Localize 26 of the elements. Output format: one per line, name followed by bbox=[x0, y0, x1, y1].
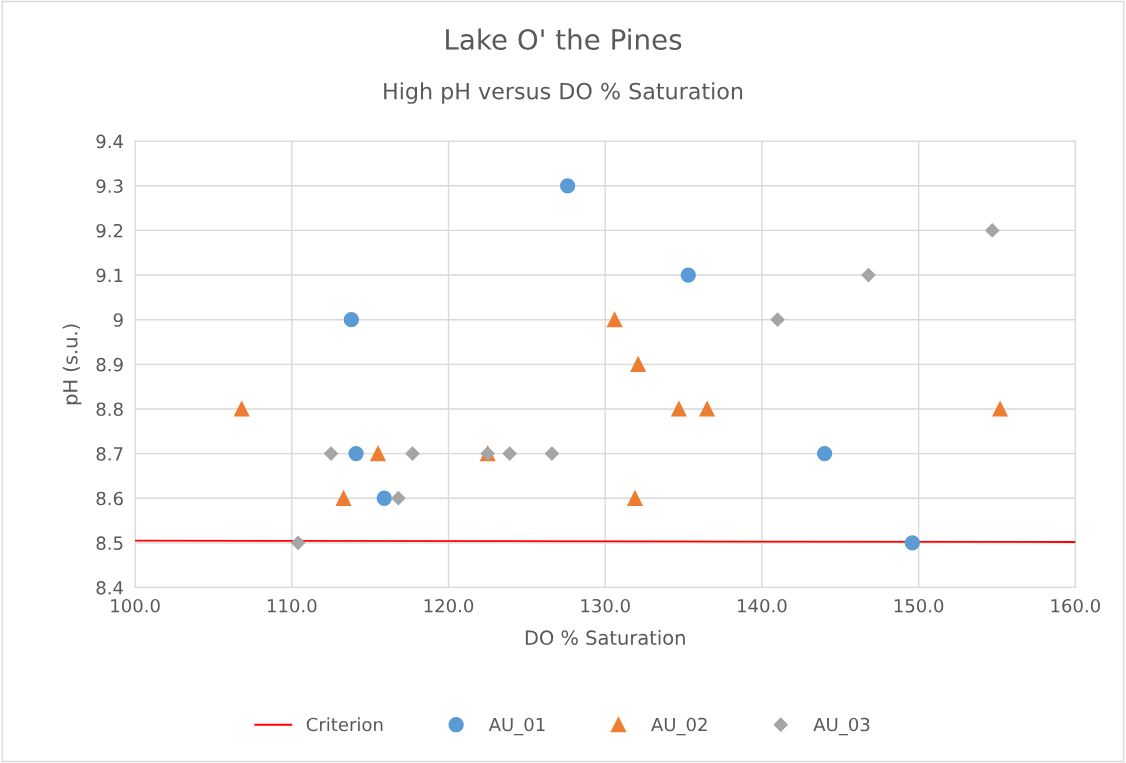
y-tick-label: 8.9 bbox=[96, 357, 123, 372]
y-tick-label: 9.1 bbox=[96, 268, 123, 283]
y-tick-label: 8.8 bbox=[96, 402, 123, 417]
y-tick-label: 9.3 bbox=[96, 179, 123, 193]
x-tick-label: 130.0 bbox=[581, 598, 630, 613]
legend-label: AU_03 bbox=[813, 717, 870, 736]
y-tick-label: 8.5 bbox=[96, 536, 123, 550]
y-tick-label: 8.6 bbox=[96, 491, 123, 506]
legend-label: AU_02 bbox=[651, 717, 707, 736]
y-tick-label: 8.4 bbox=[96, 580, 123, 595]
chart-subtitle: High pH versus DO % Saturation bbox=[384, 82, 743, 104]
y-axis-title: pH (s.u.) bbox=[62, 324, 82, 405]
y-tick-label: 9 bbox=[113, 313, 123, 327]
x-tick-label: 120.0 bbox=[424, 598, 474, 613]
legend-label: AU_01 bbox=[488, 717, 545, 736]
legend-label: Criterion bbox=[306, 717, 383, 732]
chart-title: Lake O' the Pines bbox=[446, 28, 682, 50]
y-tick-label: 9.2 bbox=[96, 223, 123, 238]
x-tick-label: 100.0 bbox=[111, 598, 160, 613]
x-tick-label: 160.0 bbox=[1051, 598, 1100, 613]
x-axis-title: DO % Saturation bbox=[525, 629, 685, 646]
x-tick-label: 150.0 bbox=[894, 598, 944, 613]
x-tick-label: 110.0 bbox=[267, 598, 317, 613]
y-tick-label: 9.4 bbox=[96, 134, 123, 149]
y-tick-label: 8.7 bbox=[96, 447, 123, 461]
x-tick-label: 140.0 bbox=[738, 598, 787, 613]
